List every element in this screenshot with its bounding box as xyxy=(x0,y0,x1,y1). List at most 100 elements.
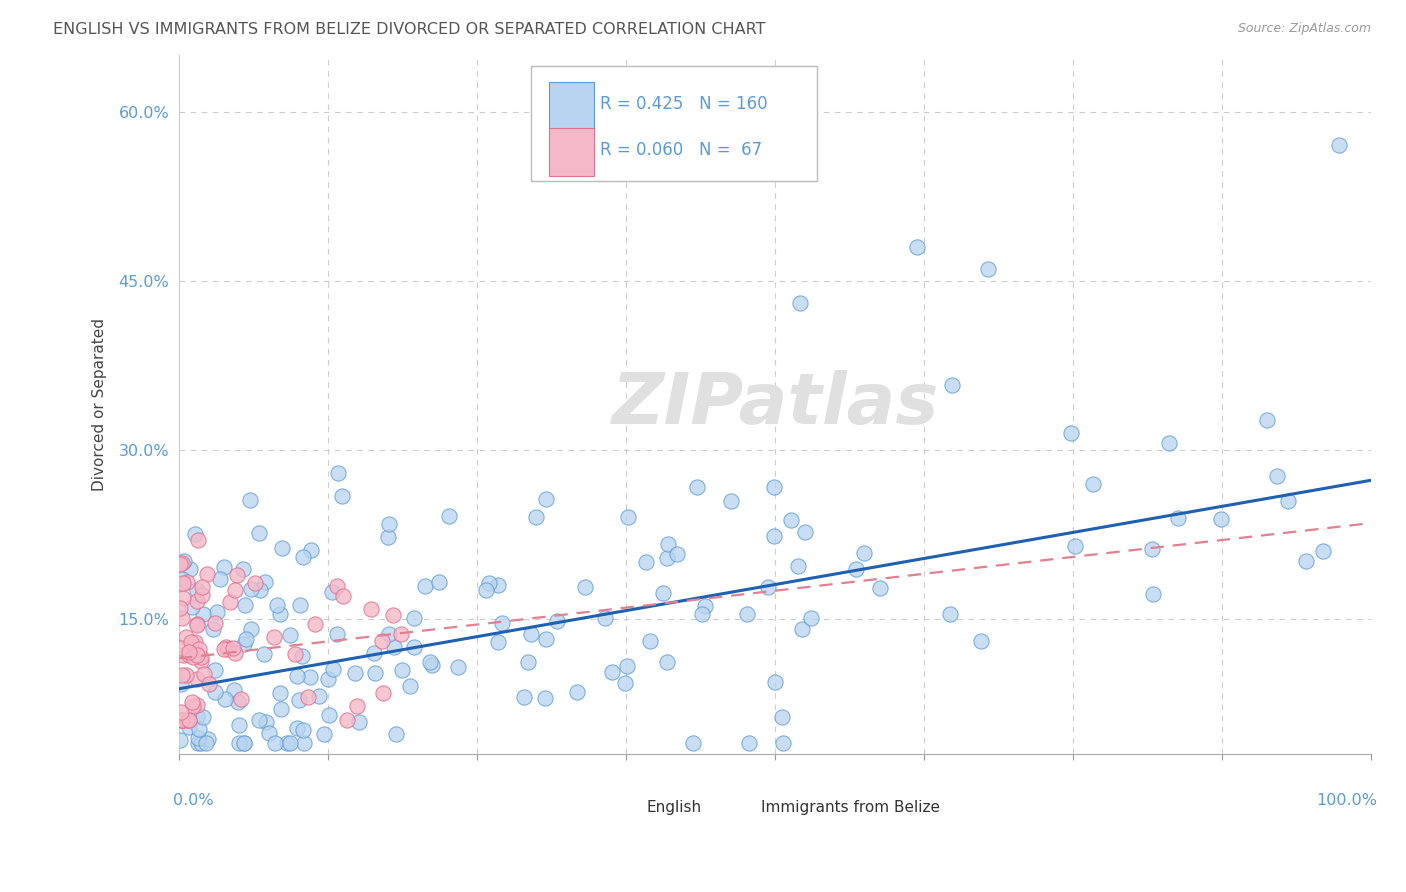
Point xyxy=(789,296,811,310)
Point xyxy=(187,723,209,737)
Point xyxy=(205,605,228,619)
Point xyxy=(170,667,193,681)
Point xyxy=(377,530,399,544)
Point xyxy=(404,611,426,625)
Point xyxy=(666,547,689,561)
Point xyxy=(218,595,240,609)
Point xyxy=(233,598,256,612)
Point xyxy=(756,580,779,594)
Point xyxy=(794,524,817,539)
Point xyxy=(204,685,226,699)
Point xyxy=(780,513,803,527)
Point xyxy=(413,579,436,593)
Point xyxy=(284,647,307,661)
Point xyxy=(382,640,405,655)
Point xyxy=(245,575,267,590)
Point xyxy=(321,585,343,599)
Point xyxy=(595,611,617,625)
Point xyxy=(391,663,413,677)
Point xyxy=(169,557,191,571)
Point xyxy=(190,650,212,665)
Point xyxy=(326,466,349,480)
Point xyxy=(257,726,280,740)
Point xyxy=(172,591,194,606)
Point xyxy=(869,581,891,595)
Point xyxy=(191,588,214,602)
Point xyxy=(364,665,387,680)
Point xyxy=(519,627,541,641)
Point xyxy=(770,709,793,723)
Point xyxy=(187,736,209,750)
Point xyxy=(186,594,208,608)
Point xyxy=(170,556,193,570)
Point xyxy=(524,509,547,524)
Text: ENGLISH VS IMMIGRANTS FROM BELIZE DIVORCED OR SEPARATED CORRELATION CHART: ENGLISH VS IMMIGRANTS FROM BELIZE DIVORC… xyxy=(53,22,766,37)
Point xyxy=(186,648,208,663)
Point xyxy=(170,714,193,728)
Point xyxy=(1059,426,1081,441)
Point xyxy=(224,682,246,697)
Point xyxy=(193,709,215,723)
Point xyxy=(209,572,232,586)
Point xyxy=(176,630,198,644)
Point xyxy=(517,655,540,669)
Point xyxy=(399,679,422,693)
Point xyxy=(330,489,353,503)
Point xyxy=(170,611,193,625)
Point xyxy=(169,733,191,747)
Point xyxy=(180,635,202,649)
Point xyxy=(686,480,709,494)
Point xyxy=(291,648,314,663)
Point xyxy=(1295,553,1317,567)
Point xyxy=(177,645,200,659)
Point xyxy=(170,572,193,586)
Point xyxy=(174,668,197,682)
Point xyxy=(180,599,202,614)
Point xyxy=(197,731,219,746)
Point xyxy=(190,736,212,750)
Point xyxy=(170,641,193,656)
Point xyxy=(318,707,340,722)
Point xyxy=(269,607,291,622)
Point xyxy=(344,665,367,680)
Point xyxy=(316,672,339,686)
Point xyxy=(254,575,277,590)
Point xyxy=(287,692,309,706)
Point xyxy=(264,736,287,750)
Point xyxy=(299,670,322,684)
Point xyxy=(308,690,330,704)
Point xyxy=(1256,413,1278,427)
Point xyxy=(534,492,557,507)
Point xyxy=(276,736,298,750)
Point xyxy=(291,723,314,738)
Point xyxy=(363,646,385,660)
Point xyxy=(204,664,226,678)
Point xyxy=(235,632,257,647)
Point xyxy=(326,626,349,640)
Point xyxy=(1312,544,1334,558)
Point xyxy=(179,714,201,728)
Point xyxy=(1142,587,1164,601)
Point xyxy=(186,698,208,713)
Point xyxy=(247,713,270,727)
Point xyxy=(247,525,270,540)
Point xyxy=(177,714,200,728)
Point xyxy=(763,479,786,493)
Point xyxy=(1327,138,1350,153)
Point xyxy=(655,655,678,669)
Point xyxy=(312,726,335,740)
Point xyxy=(177,720,200,734)
Point xyxy=(179,562,201,576)
Point xyxy=(240,622,263,636)
Point xyxy=(239,582,262,596)
Point xyxy=(533,691,555,706)
Point xyxy=(212,641,235,656)
Y-axis label: Divorced or Separated: Divorced or Separated xyxy=(93,318,107,491)
Point xyxy=(1277,494,1299,508)
Point xyxy=(177,648,200,662)
Point xyxy=(1209,512,1232,526)
Point xyxy=(173,554,195,568)
Text: ZIPatlas: ZIPatlas xyxy=(612,370,939,439)
Point xyxy=(486,578,509,592)
Point xyxy=(845,562,868,576)
